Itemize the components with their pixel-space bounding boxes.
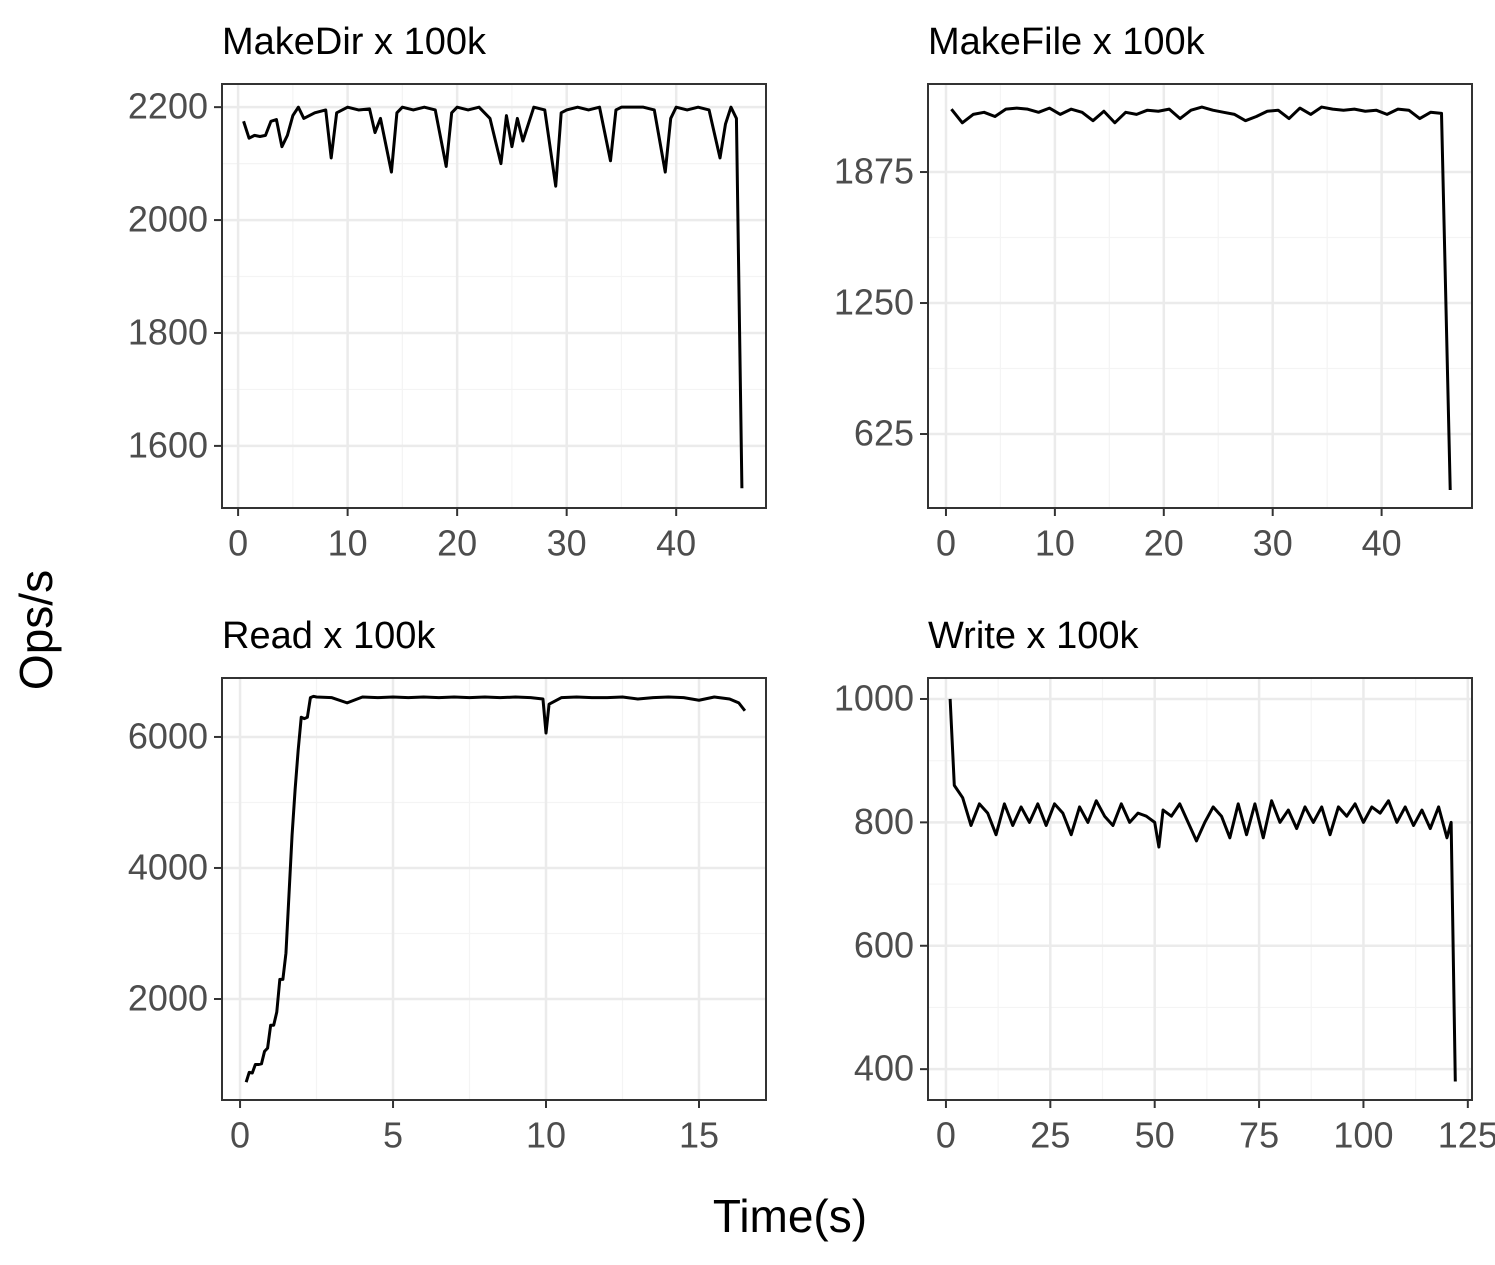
y-tick-label: 400: [854, 1048, 914, 1089]
x-tick-label: 10: [328, 523, 368, 564]
data-line: [242, 105, 744, 489]
x-tick-label: 40: [1362, 523, 1402, 564]
panel-border: [927, 83, 1473, 509]
y-axis-label: Ops/s: [10, 570, 62, 690]
panel-border: [221, 677, 767, 1101]
panel-title: Read x 100k: [222, 615, 436, 657]
y-tick-label: 2000: [128, 199, 208, 240]
x-tick-label: 10: [1035, 523, 1075, 564]
y-tick-label: 1800: [128, 311, 208, 352]
data-line: [950, 105, 1452, 491]
panel-title: MakeDir x 100k: [222, 21, 487, 63]
y-tick-label: 6000: [128, 715, 208, 756]
x-tick-label: 20: [1144, 523, 1184, 564]
panel-border: [221, 83, 767, 509]
x-tick-label: 0: [936, 523, 956, 564]
x-tick-label: 40: [656, 523, 696, 564]
y-tick-label: 1600: [128, 424, 208, 465]
x-tick-label: 20: [437, 523, 477, 564]
y-tick-label: 1000: [834, 677, 914, 718]
x-tick-label: 15: [679, 1115, 719, 1156]
y-tick-label: 2200: [128, 86, 208, 127]
x-tick-label: 0: [230, 1115, 250, 1156]
x-tick-label: 125: [1438, 1115, 1495, 1156]
y-tick-label: 600: [854, 924, 914, 965]
data-line: [948, 698, 1457, 1082]
x-tick-label: 0: [936, 1115, 956, 1156]
x-tick-label: 30: [547, 523, 587, 564]
panel-title: Write x 100k: [928, 615, 1139, 657]
y-tick-label: 800: [854, 801, 914, 842]
x-tick-label: 25: [1030, 1115, 1070, 1156]
y-tick-label: 4000: [128, 846, 208, 887]
x-tick-label: 30: [1253, 523, 1293, 564]
x-tick-label: 100: [1333, 1115, 1393, 1156]
y-tick-label: 1875: [834, 151, 914, 192]
x-tick-label: 0: [228, 523, 248, 564]
x-tick-label: 5: [383, 1115, 403, 1156]
x-axis-label: Time(s): [713, 1190, 867, 1242]
data-line: [244, 694, 747, 1083]
panel-border: [927, 677, 1473, 1101]
x-tick-label: 10: [526, 1115, 566, 1156]
panel-title: MakeFile x 100k: [928, 21, 1206, 63]
y-tick-label: 1250: [834, 282, 914, 323]
x-tick-label: 50: [1135, 1115, 1175, 1156]
y-tick-label: 2000: [128, 978, 208, 1019]
x-tick-label: 75: [1239, 1115, 1279, 1156]
y-tick-label: 625: [854, 413, 914, 454]
